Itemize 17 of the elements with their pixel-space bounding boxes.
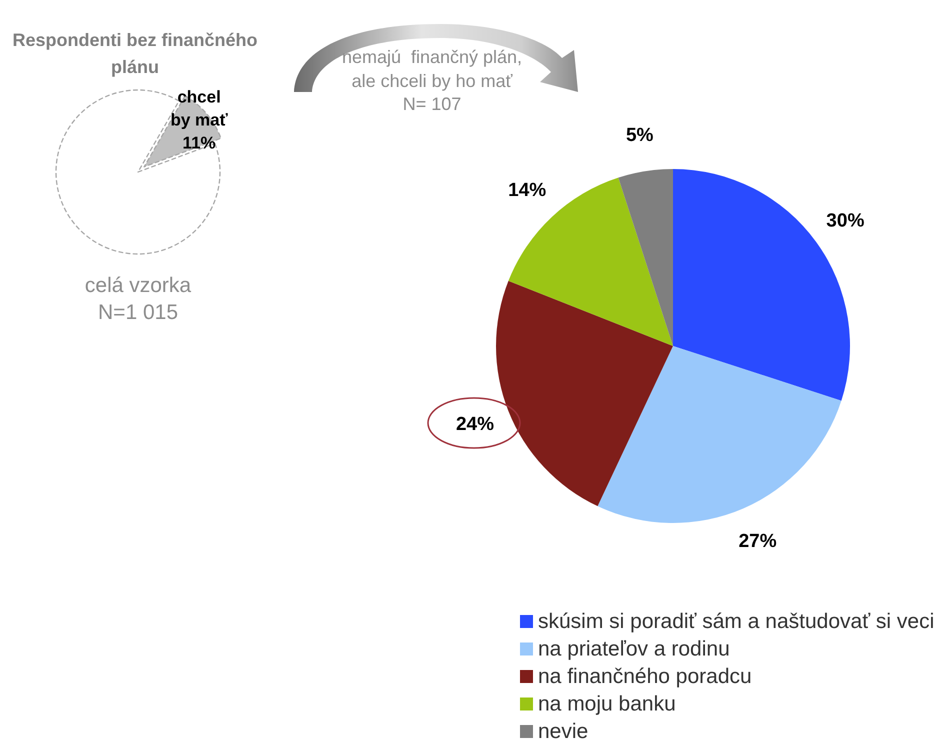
legend-label: na priateľov a rodinu [538, 638, 730, 660]
data-label: 27% [738, 530, 777, 552]
data-label: 14% [508, 180, 546, 202]
data-label: 24% [456, 414, 494, 435]
legend-label: na finančného poradcu [538, 665, 752, 688]
data-label: 11% [182, 132, 217, 155]
text: celá vzorka [84, 274, 192, 297]
legend-label: na moju banku [538, 692, 676, 716]
data-label: 30% [826, 210, 864, 232]
text: N=1 015 [98, 301, 178, 324]
legend-label: nevie [538, 720, 588, 742]
chart-title: nemajú finančný plán, ale chceli by ho mať [340, 46, 524, 93]
legend-label: skúsim si poradiť sám a naštudovať si veci [538, 610, 934, 633]
slice-label: chcel by mať [169, 86, 229, 132]
chart-subtitle: N= 107 [402, 94, 462, 114]
chart-title: Respondenti bez finančného plánu [11, 29, 258, 79]
data-label: 5% [626, 125, 654, 146]
